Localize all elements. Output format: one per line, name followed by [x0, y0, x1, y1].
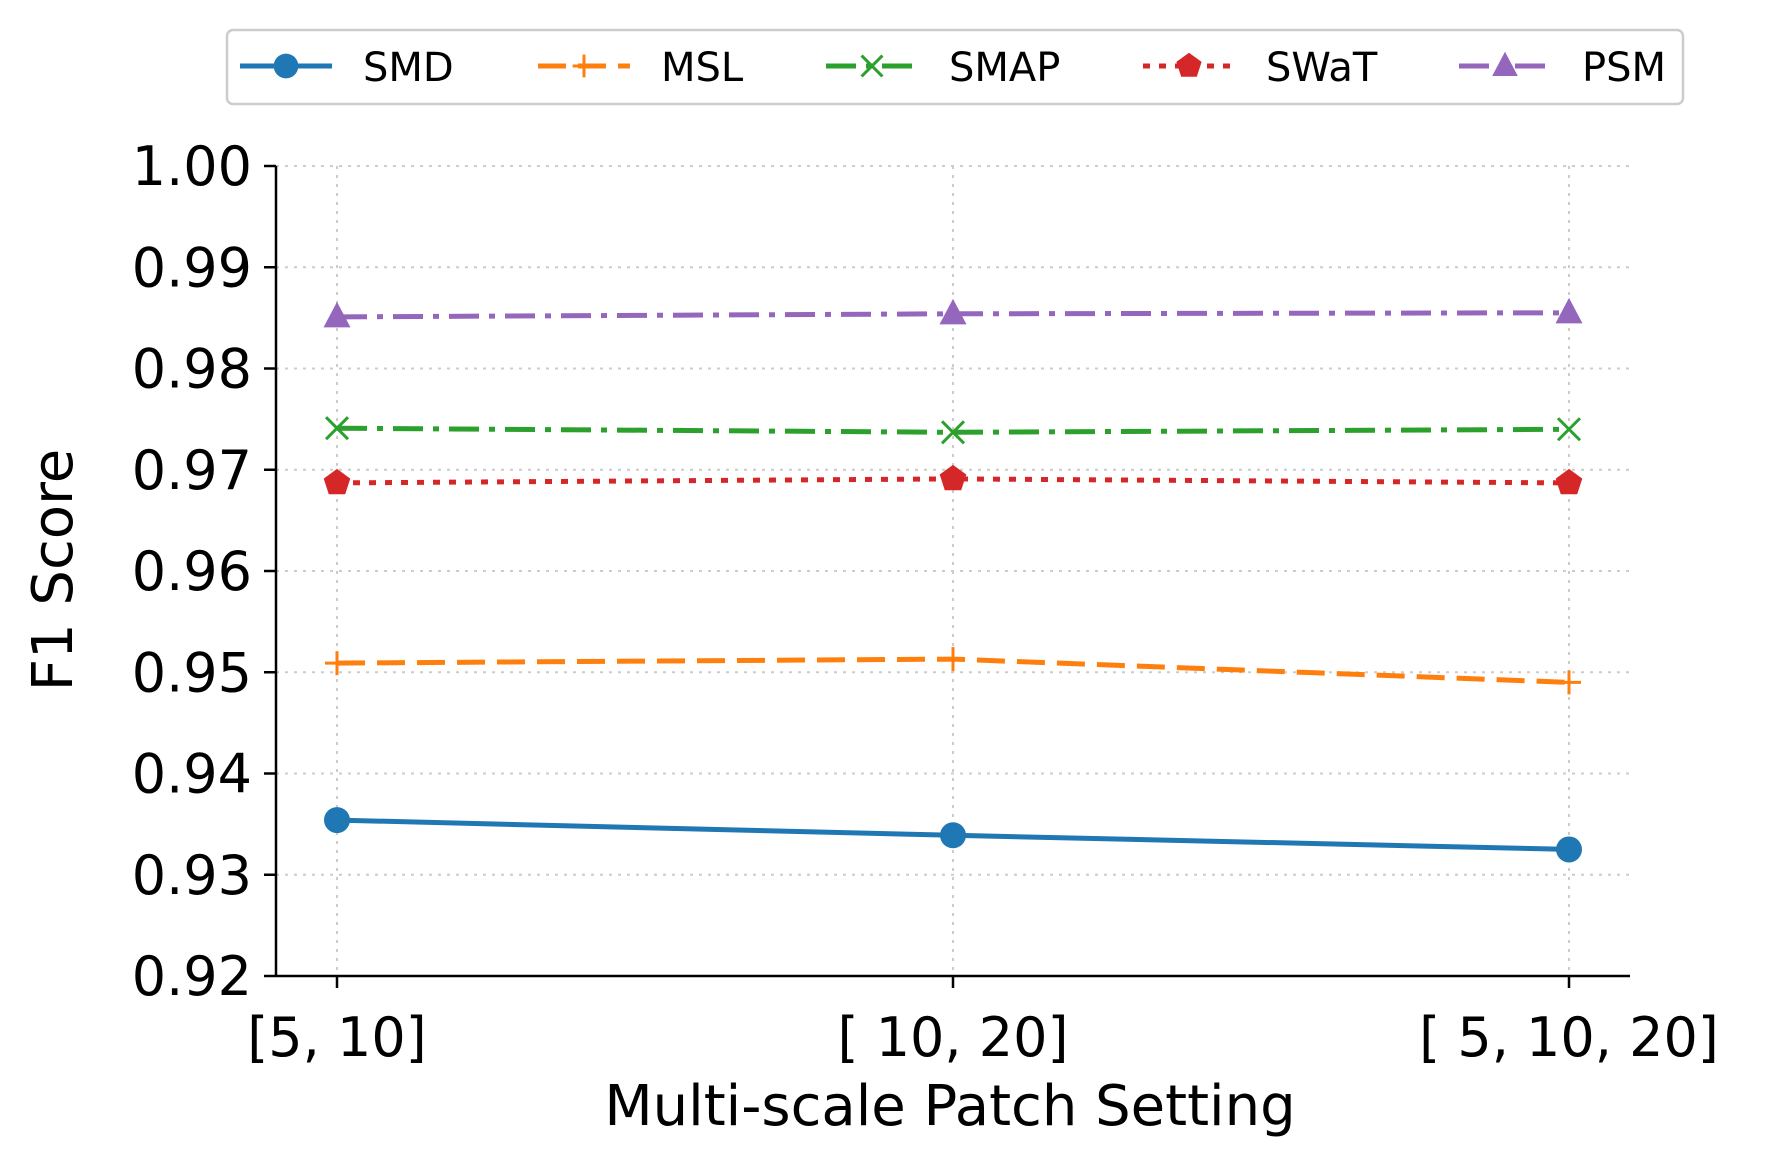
y-tick-label: 0.93 [132, 844, 252, 907]
x-tick-label: [5, 10] [247, 1006, 427, 1069]
legend-item-psm: PSM [1459, 45, 1666, 91]
legend-marker-smd [273, 53, 299, 79]
point-smap-3-b [1556, 417, 1582, 442]
legend-item-smd: SMD [240, 45, 454, 91]
legend-marker-msl [572, 54, 596, 78]
legend-marker-smap [860, 54, 884, 78]
y-tick-label: 0.96 [132, 540, 252, 603]
legend-label-msl: MSL [661, 45, 744, 91]
legend-item-swat: SWaT [1143, 45, 1378, 91]
series-swat [323, 464, 1583, 495]
x-tick-label: [ 10, 20] [837, 1006, 1068, 1069]
legend: SMD MSL SMAP SWaT PSM [225, 28, 1685, 106]
y-tick-label: 0.95 [132, 641, 252, 704]
point-psm-2 [939, 298, 967, 325]
series-smap [324, 416, 1582, 445]
y-tick-label: 0.94 [132, 743, 252, 806]
point-smap-3 [1556, 417, 1582, 442]
legend-item-msl: MSL [538, 45, 744, 91]
legend-label-swat: SWaT [1266, 45, 1378, 91]
legend-label-psm: PSM [1582, 45, 1666, 91]
x-axis-label: Multi-scale Patch Setting [604, 1074, 1295, 1139]
legend-label-smap: SMAP [949, 45, 1060, 91]
point-smap-1 [324, 416, 350, 441]
point-msl-1 [325, 651, 349, 676]
x-tick-label: [ 5, 10, 20] [1419, 1006, 1719, 1069]
axes: 0.92 0.93 0.94 0.95 0.96 0.97 0.98 0.99 1.00 [5, … [132, 135, 1719, 1069]
legend-marker-swat [1176, 52, 1202, 77]
point-smd-3 [1556, 836, 1582, 863]
legend-label-smd: SMD [363, 45, 454, 91]
legend-box [225, 28, 1685, 106]
point-psm-3 [1555, 297, 1583, 324]
y-tick-label: 0.98 [132, 338, 252, 401]
point-smap-1-b [324, 416, 350, 441]
grid-lines [276, 165, 1630, 976]
data-series [323, 297, 1583, 863]
y-tick-label: 1.00 [132, 135, 252, 198]
point-smd-1 [324, 807, 350, 834]
y-tick-label: 0.99 [132, 236, 252, 299]
series-msl [325, 647, 1581, 695]
point-smd-2 [940, 822, 966, 849]
point-swat-2 [939, 464, 967, 491]
legend-item-smap: SMAP [826, 45, 1060, 91]
y-tick-label: 0.97 [132, 439, 252, 502]
point-smap-2-b [940, 420, 966, 445]
series-psm [323, 297, 1583, 328]
y-axis-label: F1 Score [21, 449, 86, 691]
point-msl-2 [941, 647, 965, 672]
series-smd [324, 807, 1582, 863]
legend-marker-smap-b [860, 54, 884, 78]
point-smap-2 [940, 420, 966, 445]
y-tick-label: 0.92 [132, 945, 252, 1008]
point-msl-3 [1557, 670, 1581, 695]
point-swat-3 [1555, 468, 1583, 495]
series-line-swat [336, 476, 1570, 486]
legend-marker-psm [1492, 51, 1518, 76]
point-swat-1 [323, 468, 351, 495]
point-psm-1 [323, 301, 351, 328]
